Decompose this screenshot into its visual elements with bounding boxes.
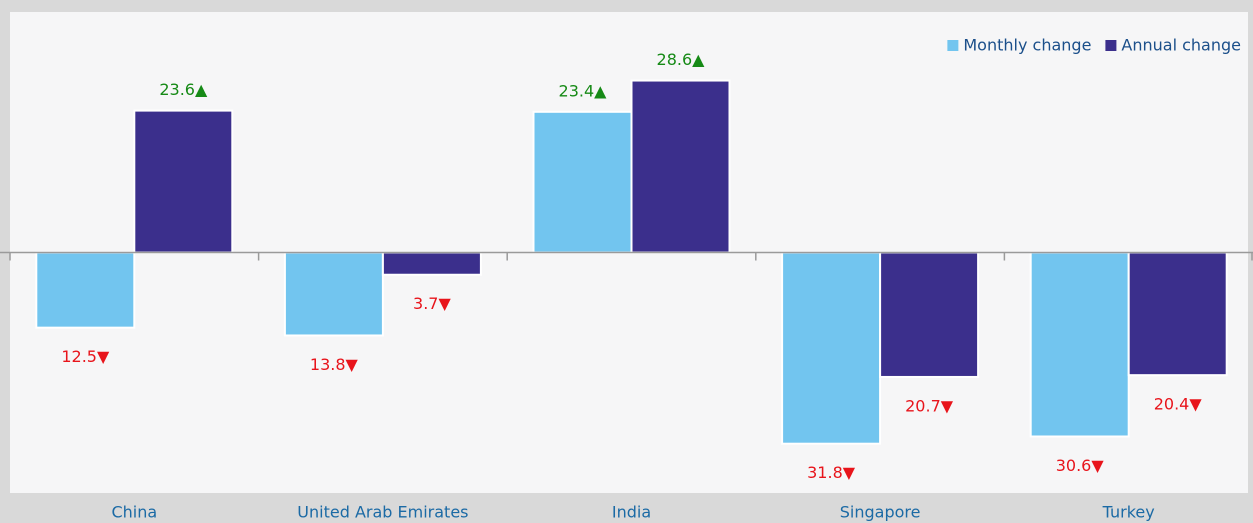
bar xyxy=(283,251,384,337)
bar xyxy=(381,251,482,276)
legend-swatch xyxy=(947,40,959,51)
bar xyxy=(35,251,136,329)
legend-swatch xyxy=(1105,40,1117,51)
bar xyxy=(630,79,731,254)
legend-label: Monthly change xyxy=(963,36,1091,55)
value-label: 20.7▼ xyxy=(905,396,954,415)
value-label: 20.4▼ xyxy=(1154,395,1203,414)
x-tick-label: India xyxy=(612,503,651,522)
bar xyxy=(781,251,882,445)
value-label: 12.5▼ xyxy=(61,347,110,366)
value-label: 28.6▲ xyxy=(657,50,706,69)
x-tick-label: China xyxy=(111,503,157,522)
value-label: 23.4▲ xyxy=(559,81,608,100)
bar xyxy=(133,109,234,254)
value-label: 30.6▼ xyxy=(1056,456,1105,475)
bar xyxy=(1029,251,1130,438)
x-tick-label: United Arab Emirates xyxy=(297,503,468,522)
value-label: 31.8▼ xyxy=(807,463,856,482)
legend-label: Annual change xyxy=(1121,36,1241,55)
value-label: 13.8▼ xyxy=(310,355,359,374)
bar xyxy=(532,110,633,254)
x-tick-label: Turkey xyxy=(1102,503,1155,522)
x-tick-label: Singapore xyxy=(840,503,921,522)
bar xyxy=(879,251,980,378)
value-label: 23.6▲ xyxy=(159,80,208,99)
value-label: 3.7▼ xyxy=(413,294,451,313)
bar xyxy=(1127,251,1228,377)
